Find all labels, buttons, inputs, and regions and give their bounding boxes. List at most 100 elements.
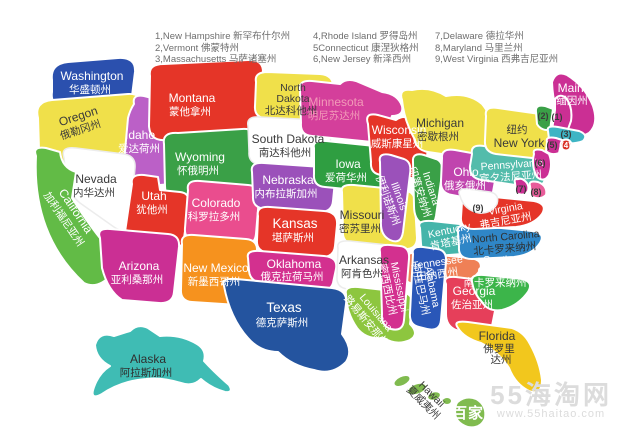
svg-text:Nevada: Nevada	[75, 172, 117, 186]
svg-text:亚利桑那州: 亚利桑那州	[111, 274, 164, 286]
svg-text:华盛顿州: 华盛顿州	[69, 83, 111, 96]
marker-6-new-jersey: (6)	[535, 158, 546, 168]
svg-text:Nebraska: Nebraska	[262, 173, 314, 187]
label-wisconsin: Wisconsin 威斯康星州	[371, 123, 427, 150]
state-new-hampshire	[551, 94, 573, 133]
svg-text:阿拉斯加州: 阿拉斯加州	[120, 366, 173, 379]
label-ohio: Ohio 俄亥俄州	[444, 165, 486, 192]
svg-text:阿肯色州: 阿肯色州	[341, 267, 383, 280]
svg-text:怀俄明州: 怀俄明州	[177, 165, 219, 177]
svg-text:Alaska: Alaska	[130, 352, 166, 366]
label-pennsylvania: Pennsylvania 宾夕法尼亚州	[479, 157, 544, 185]
svg-text:Washington: Washington	[61, 69, 124, 83]
state-florida	[455, 320, 543, 394]
legend-item: 9,West Virginia 西弗吉尼亚州	[435, 54, 559, 65]
label-montana: Montana 蒙他拿州	[169, 91, 216, 118]
svg-text:密歇根州: 密歇根州	[417, 130, 459, 143]
svg-text:宾夕法尼亚州: 宾夕法尼亚州	[479, 168, 543, 185]
svg-text:North: North	[280, 82, 306, 94]
label-iowa: Iowa 爱荷华州	[325, 157, 367, 184]
svg-text:新墨西哥州: 新墨西哥州	[188, 275, 241, 288]
label-new-york: 纽约 New York	[494, 123, 546, 150]
marker-2-vermont: (2)	[538, 111, 549, 121]
svg-text:Dakota: Dakota	[276, 93, 309, 105]
svg-text:New York: New York	[494, 136, 546, 150]
svg-text:Florida: Florida	[479, 329, 516, 343]
state-arizona	[98, 227, 181, 305]
label-washington: Washington 华盛顿州	[61, 69, 124, 96]
state-west-virginia	[458, 188, 499, 214]
marker-9-west-virginia: (9)	[473, 203, 484, 213]
svg-text:North Carolina: North Carolina	[471, 228, 540, 246]
svg-text:南达科他州: 南达科他州	[259, 146, 312, 159]
hawaii-island	[394, 376, 410, 386]
svg-text:俄克拉荷马州: 俄克拉荷马州	[261, 270, 324, 283]
svg-text:Utah: Utah	[141, 189, 166, 203]
label-nebraska: Nebraska 内布拉斯加州	[255, 173, 318, 200]
stamp-watermark: 百家	[452, 405, 485, 422]
label-arkansas: Arkansas 阿肯色州	[339, 253, 389, 280]
svg-text:爱达荷州: 爱达荷州	[118, 142, 160, 155]
label-texas: Texas 德克萨斯州	[256, 300, 309, 329]
marker-8-maryland: (8)	[531, 187, 542, 197]
svg-text:Arkansas: Arkansas	[339, 253, 389, 267]
svg-text:北卡罗来纳州: 北卡罗来纳州	[473, 239, 537, 257]
legend-item: 2,Vermont 佛蒙特州	[155, 42, 239, 54]
svg-text:Virginia: Virginia	[487, 200, 524, 218]
svg-text:佐治亚州: 佐治亚州	[451, 298, 493, 311]
svg-text:犹他州: 犹他州	[136, 203, 168, 216]
svg-text:Carolina: Carolina	[477, 265, 516, 277]
marker-3-massachusetts: (3)	[561, 129, 572, 139]
legend-item: 5Connecticut 康涅狄格州	[313, 42, 419, 54]
state-indiana	[411, 153, 444, 226]
svg-text:佛罗里: 佛罗里	[483, 342, 515, 355]
legend-item: 3,Massachusetts 马萨诸塞州	[155, 54, 277, 65]
svg-text:爱荷华州: 爱荷华州	[325, 171, 367, 184]
svg-text:纽约: 纽约	[507, 123, 528, 136]
label-missouri: Missouri 密苏里州	[339, 208, 384, 235]
marker-1-new-hampshire: (1)	[552, 112, 563, 122]
label-minnesota: Minnesota 明尼苏达州	[308, 95, 364, 122]
label-maine: Maine 缅因州	[556, 81, 590, 107]
svg-text:Idaho: Idaho	[125, 128, 155, 142]
svg-text:Pennsylvania: Pennsylvania	[480, 157, 543, 173]
site-watermark-url: www.55haitao.com	[496, 408, 606, 420]
svg-text:Kansas: Kansas	[272, 216, 317, 231]
state-maryland	[528, 180, 548, 200]
svg-text:德克萨斯州: 德克萨斯州	[256, 316, 309, 329]
label-florida: Florida 佛罗里 达州	[479, 329, 516, 366]
legend-item: 4,Rhode Island 罗得岛州	[313, 31, 418, 42]
label-michigan: Michigan 密歇根州	[416, 116, 464, 143]
label-arizona: Arizona 亚利桑那州	[111, 259, 164, 286]
svg-text:Montana: Montana	[169, 91, 216, 105]
svg-text:达州: 达州	[491, 354, 512, 366]
legend-item: 6,New Jersey 新泽西州	[313, 54, 412, 65]
label-colorado: Colorado 科罗拉多州	[188, 196, 241, 223]
legend-item: 8,Maryland 马里兰州	[435, 42, 523, 54]
svg-text:Arizona: Arizona	[119, 259, 160, 273]
state-delaware	[513, 177, 530, 196]
state-hawaii-islands	[394, 376, 485, 427]
legend-column-2: 4,Rhode Island 罗得岛州 5Connecticut 康涅狄格州 6…	[313, 31, 419, 66]
label-wyoming: Wyoming 怀俄明州	[175, 150, 225, 177]
svg-text:Colorado: Colorado	[192, 196, 241, 210]
svg-text:Georgia: Georgia	[453, 284, 496, 298]
hawaii-big-island	[456, 398, 485, 427]
label-new-mexico: New Mexico 新墨西哥州	[183, 261, 249, 288]
svg-text:缅因州: 缅因州	[556, 94, 588, 107]
svg-text:Michigan: Michigan	[416, 116, 464, 130]
label-alaska: Alaska 阿拉斯加州	[120, 352, 173, 379]
state-vermont	[534, 104, 554, 132]
svg-text:Missouri: Missouri	[340, 208, 385, 222]
svg-text:Texas: Texas	[266, 300, 302, 315]
legend-column-1: 1,New Hampshire 新罕布什尔州 2,Vermont 佛蒙特州 3,…	[155, 31, 290, 66]
label-kansas: Kansas 堪萨斯州	[272, 216, 318, 244]
state-alabama	[408, 245, 448, 331]
state-mississippi	[378, 243, 411, 331]
svg-text:内布拉斯加州: 内布拉斯加州	[255, 187, 318, 200]
svg-text:田纳西州: 田纳西州	[415, 265, 458, 284]
svg-text:密苏里州: 密苏里州	[339, 222, 381, 235]
svg-text:Ohio: Ohio	[453, 165, 479, 179]
